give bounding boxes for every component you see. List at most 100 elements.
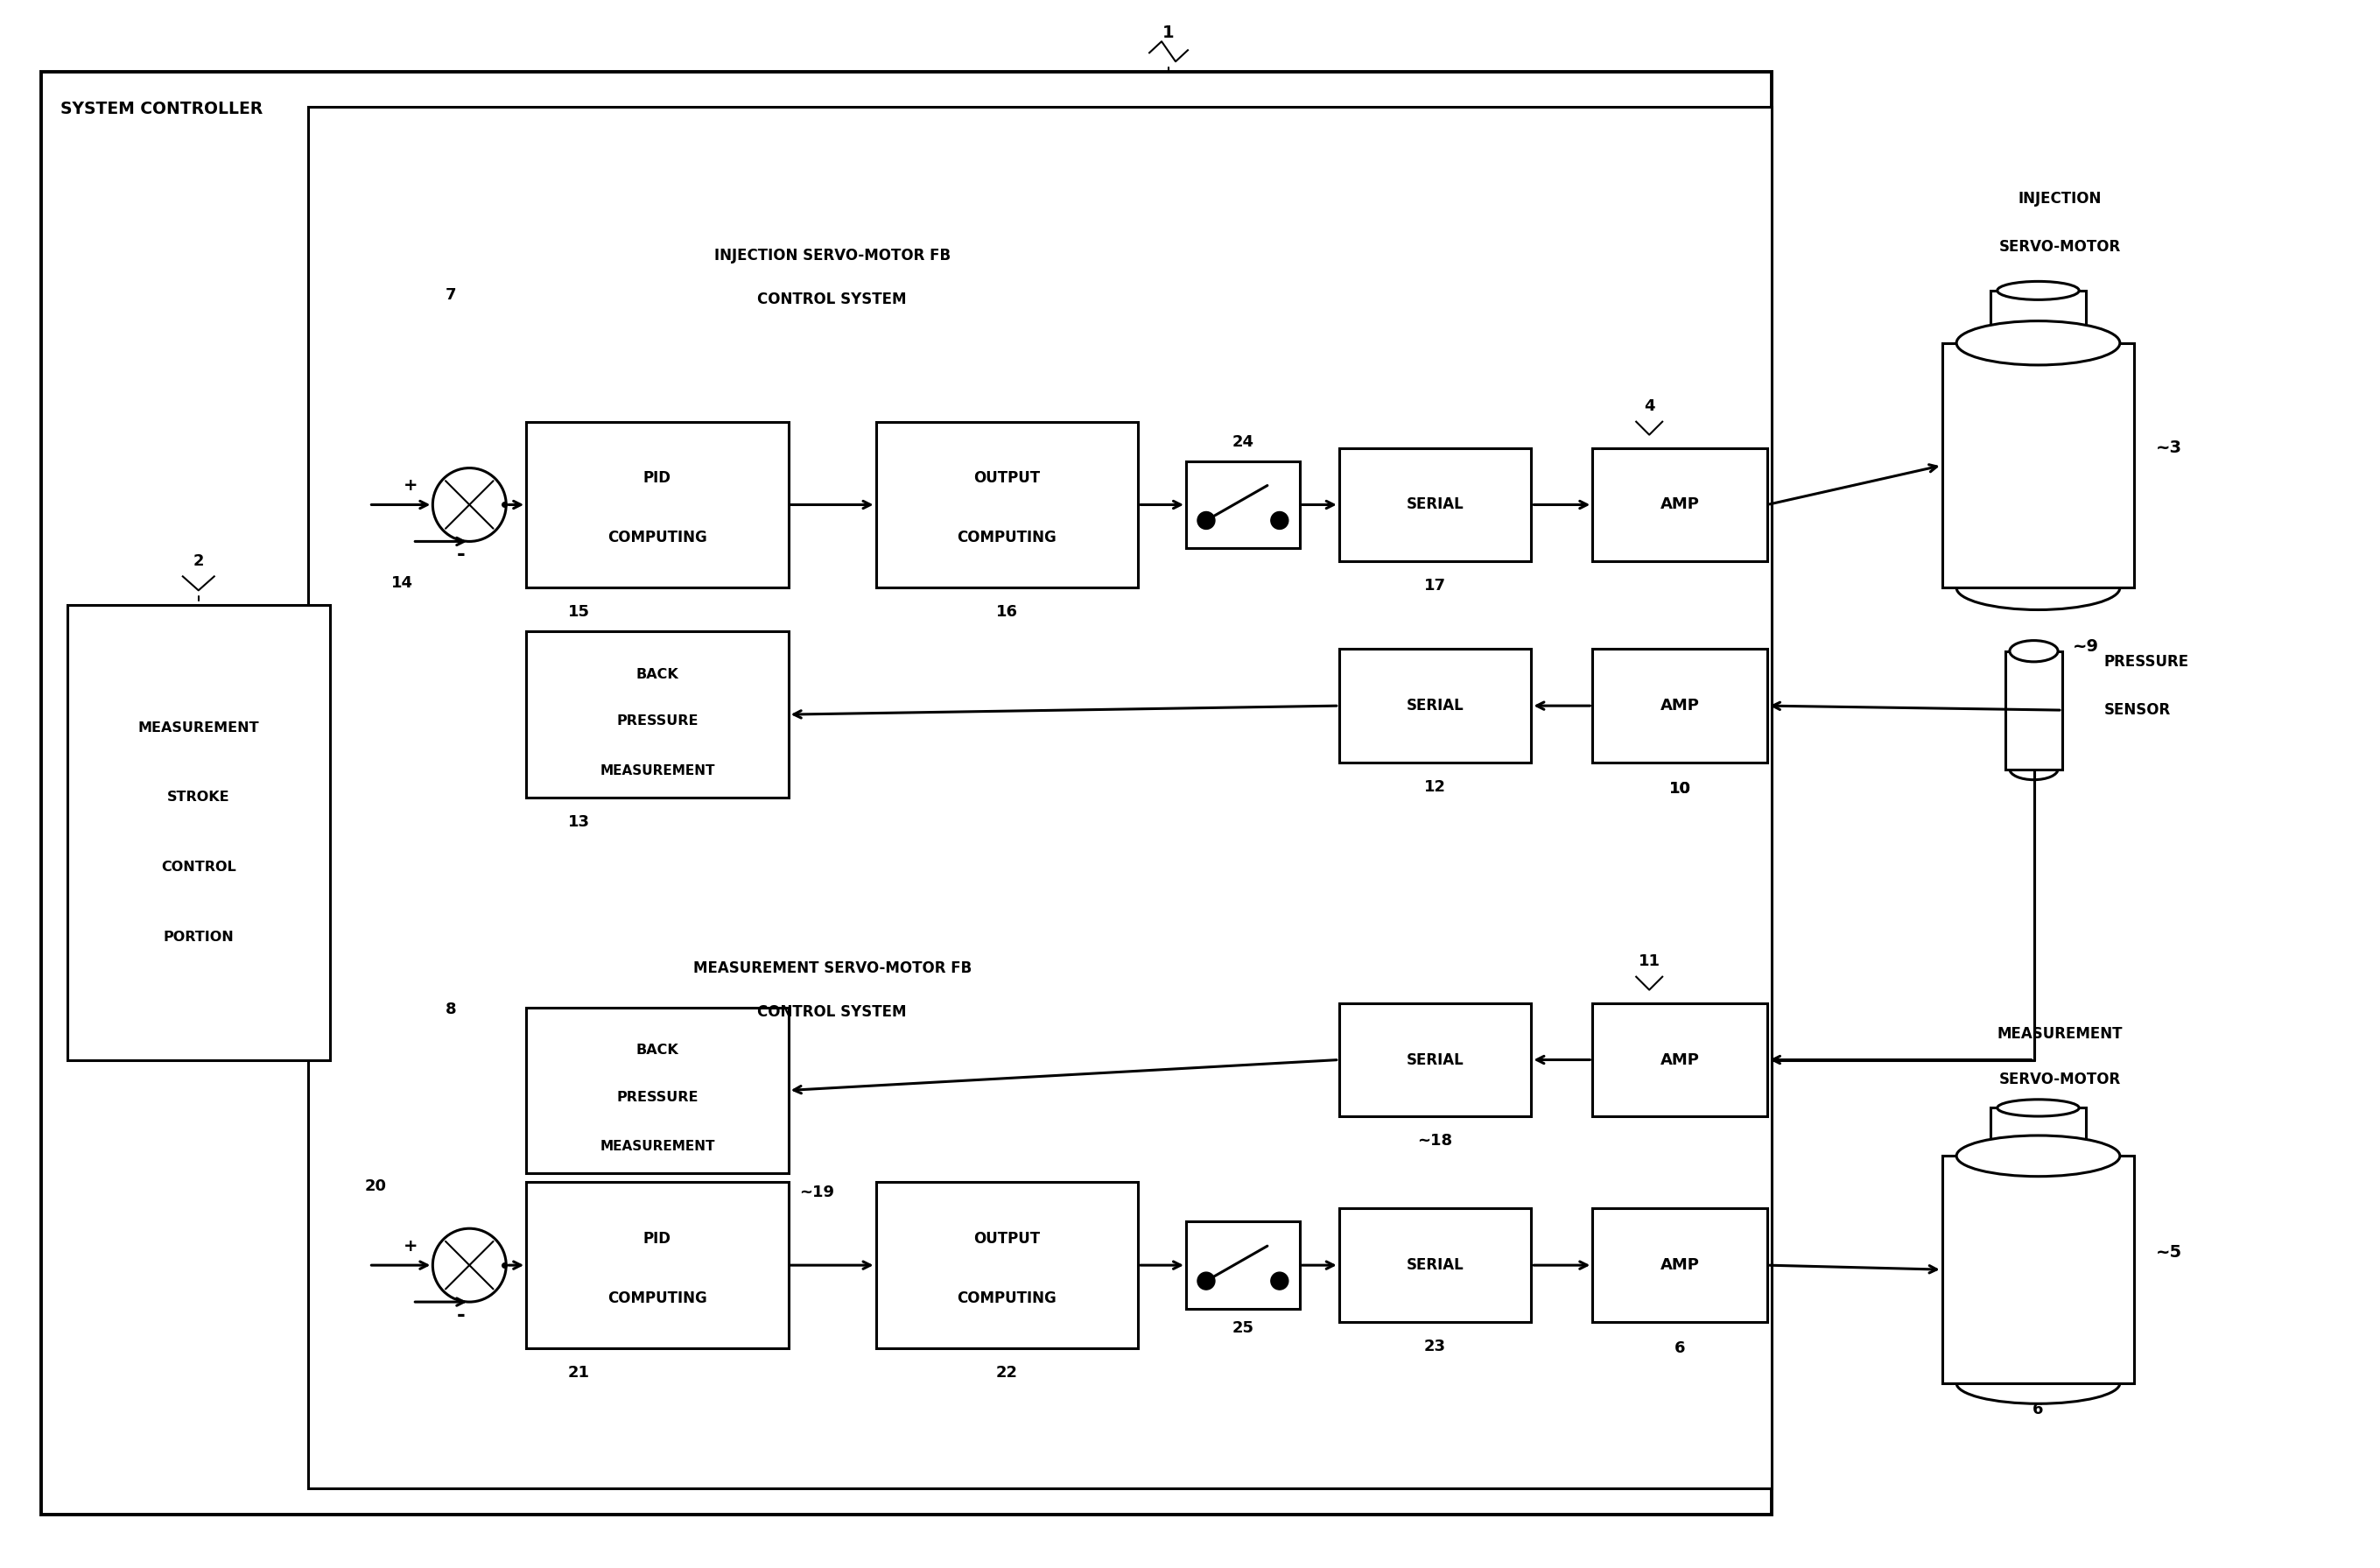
Text: AMP: AMP	[1661, 698, 1699, 713]
Text: SERVO-MOTOR: SERVO-MOTOR	[1999, 238, 2121, 254]
Text: ~5: ~5	[2156, 1243, 2182, 1261]
Text: INJECTION SERVO-MOTOR FB: INJECTION SERVO-MOTOR FB	[714, 248, 950, 263]
Circle shape	[1197, 511, 1214, 528]
Text: CONTROL: CONTROL	[162, 861, 236, 873]
Text: 13: 13	[569, 814, 590, 829]
Text: 10: 10	[1668, 781, 1690, 797]
Text: -: -	[457, 544, 464, 564]
Bar	[67, 605, 328, 1060]
Bar	[1185, 461, 1299, 549]
Text: SYSTEM CONTROLLER: SYSTEM CONTROLLER	[60, 100, 262, 118]
Bar	[526, 422, 788, 588]
Bar	[1340, 649, 1530, 762]
Text: 24: 24	[1233, 434, 1254, 450]
Text: SERIAL: SERIAL	[1407, 698, 1464, 713]
Text: -: -	[457, 1305, 464, 1325]
Bar	[1340, 1209, 1530, 1322]
Text: 10: 10	[1668, 781, 1690, 797]
Bar	[1592, 1209, 1768, 1322]
Text: COMPUTING: COMPUTING	[957, 530, 1057, 546]
Text: 11: 11	[1637, 953, 1661, 969]
Text: PID: PID	[643, 1231, 671, 1247]
Text: 12: 12	[1423, 779, 1447, 795]
Text: AMP: AMP	[1661, 1258, 1699, 1273]
Text: CONTROL SYSTEM: CONTROL SYSTEM	[757, 1004, 907, 1019]
Text: ~3: ~3	[2156, 439, 2182, 456]
Text: BACK: BACK	[635, 668, 678, 681]
Text: ~9: ~9	[2073, 638, 2099, 655]
Ellipse shape	[1997, 1099, 2080, 1116]
Text: 22: 22	[995, 1364, 1019, 1380]
Bar	[1592, 448, 1768, 561]
Text: 17: 17	[1423, 579, 1447, 594]
Text: COMPUTING: COMPUTING	[607, 530, 707, 546]
Circle shape	[1197, 1272, 1214, 1290]
Bar	[526, 632, 788, 798]
Text: SERVO-MOTOR: SERVO-MOTOR	[1999, 1073, 2121, 1088]
Bar	[1340, 448, 1530, 561]
Bar	[1340, 1004, 1530, 1116]
Ellipse shape	[1997, 281, 2080, 299]
Ellipse shape	[1956, 1135, 2121, 1176]
Text: BACK: BACK	[635, 1044, 678, 1057]
Circle shape	[1271, 1272, 1288, 1290]
Text: 14: 14	[390, 575, 414, 591]
Text: PORTION: PORTION	[164, 931, 233, 944]
Text: ~18: ~18	[1418, 1134, 1452, 1149]
Text: +: +	[405, 1237, 419, 1254]
Text: SERIAL: SERIAL	[1407, 497, 1464, 513]
Text: MEASUREMENT: MEASUREMENT	[1997, 1025, 2123, 1041]
Text: 4: 4	[1645, 398, 1654, 414]
Bar	[1185, 1221, 1299, 1309]
Bar	[1592, 1004, 1768, 1116]
Text: SERIAL: SERIAL	[1407, 1258, 1464, 1273]
Text: MEASUREMENT: MEASUREMENT	[138, 721, 259, 734]
Text: 7: 7	[445, 287, 457, 303]
Text: INJECTION: INJECTION	[2018, 191, 2102, 207]
Text: PRESSURE: PRESSURE	[2104, 654, 2190, 670]
Bar	[526, 1182, 788, 1348]
Text: 15: 15	[569, 604, 590, 619]
Text: ~19: ~19	[800, 1185, 833, 1201]
Bar	[40, 72, 1771, 1515]
Text: MEASUREMENT: MEASUREMENT	[600, 765, 714, 778]
Bar	[526, 1007, 788, 1173]
Text: 1: 1	[1161, 25, 1176, 41]
Ellipse shape	[2009, 640, 2059, 662]
Text: SENSOR: SENSOR	[2104, 702, 2171, 718]
Text: COMPUTING: COMPUTING	[957, 1290, 1057, 1306]
Text: MEASUREMENT SERVO-MOTOR FB: MEASUREMENT SERVO-MOTOR FB	[693, 960, 971, 975]
Text: COMPUTING: COMPUTING	[607, 1290, 707, 1306]
Text: PRESSURE: PRESSURE	[616, 715, 697, 728]
Bar	[1990, 290, 2087, 343]
Text: 20: 20	[364, 1179, 388, 1195]
Bar	[1592, 649, 1768, 762]
Text: AMP: AMP	[1661, 1052, 1699, 1068]
Text: 6: 6	[2033, 1402, 2044, 1417]
Text: PRESSURE: PRESSURE	[616, 1090, 697, 1104]
Text: OUTPUT: OUTPUT	[973, 470, 1040, 486]
Text: +: +	[405, 477, 419, 494]
Text: 25: 25	[1233, 1320, 1254, 1336]
Text: SERIAL: SERIAL	[1407, 1052, 1464, 1068]
Text: 2: 2	[193, 554, 205, 569]
Text: 8: 8	[445, 1002, 457, 1018]
Bar	[1990, 1109, 2087, 1156]
Text: AMP: AMP	[1661, 497, 1699, 513]
Bar	[1942, 343, 2135, 588]
Text: MEASUREMENT: MEASUREMENT	[600, 1140, 714, 1154]
Bar	[2006, 651, 2061, 770]
Bar	[1942, 1156, 2135, 1383]
Text: STROKE: STROKE	[167, 790, 231, 804]
Text: 6: 6	[1676, 1341, 1685, 1356]
Circle shape	[1271, 511, 1288, 528]
Text: CONTROL SYSTEM: CONTROL SYSTEM	[757, 292, 907, 307]
Text: OUTPUT: OUTPUT	[973, 1231, 1040, 1247]
Bar	[876, 1182, 1138, 1348]
Text: 21: 21	[569, 1364, 590, 1380]
Bar	[876, 422, 1138, 588]
Bar	[307, 107, 1771, 1488]
Text: 16: 16	[995, 604, 1019, 619]
Text: 23: 23	[1423, 1339, 1447, 1355]
Text: PID: PID	[643, 470, 671, 486]
